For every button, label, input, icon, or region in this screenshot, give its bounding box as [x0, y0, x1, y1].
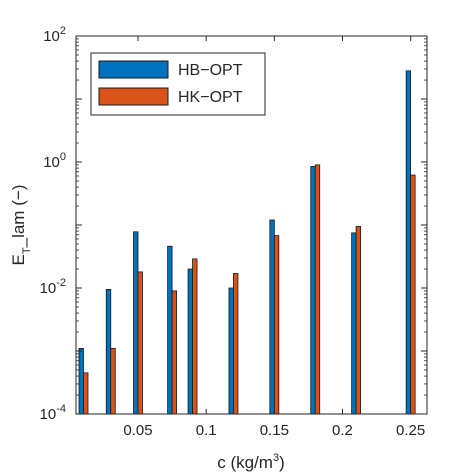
bar-hb-opt-3: [167, 245, 173, 415]
y-tick-label-1: 10-2: [40, 277, 66, 297]
legend-label-hk-opt: HK−OPT: [178, 89, 243, 106]
bar-hb-opt-6: [269, 219, 275, 415]
bar-hk-opt-4: [192, 258, 198, 415]
bar-hb-opt-1: [105, 288, 112, 415]
bar-hk-opt-5: [233, 273, 239, 415]
y-tick-label-2: 100: [43, 151, 66, 171]
x-axis-label: c (kg/m3): [217, 452, 285, 472]
y-tick-label-0: 10-4: [40, 403, 66, 423]
x-tick-label-4: 0.25: [396, 422, 425, 439]
x-tick-label-3: 0.2: [332, 422, 353, 439]
x-tick-label-0: 0.05: [123, 422, 152, 439]
legend-swatch-hb-opt: [98, 60, 169, 79]
bar-hk-opt-1: [110, 347, 116, 415]
bar-hk-opt-2: [137, 271, 143, 415]
legend: HB−OPT HK−OPT: [90, 52, 266, 116]
bar-hk-opt-9: [410, 174, 416, 415]
bar-hk-opt-6: [273, 235, 280, 415]
bar-hk-opt-8: [355, 225, 362, 415]
bar-hb-opt-2: [133, 231, 139, 415]
bar-hk-opt-7: [314, 164, 321, 415]
bar-hk-opt-3: [171, 290, 178, 415]
x-tick-label-1: 0.1: [196, 422, 217, 439]
bar-hb-opt-9: [405, 70, 412, 415]
bar-hb-opt-8: [351, 232, 357, 415]
legend-swatch-hk-opt: [98, 87, 169, 106]
bar-hk-opt-0: [83, 372, 89, 415]
y-axis-label: ET_lam (−): [9, 185, 33, 266]
ticks-layer: 0.05 0.1 0.15 0.2 0.25 10-4 10-2 100 102: [40, 25, 427, 439]
bar-hb-opt-0: [78, 347, 84, 415]
bar-hb-opt-5: [228, 287, 234, 415]
legend-label-hb-opt: HB−OPT: [178, 62, 243, 79]
y-tick-label-3: 102: [43, 25, 66, 45]
bar-hb-opt-4: [187, 268, 193, 415]
x-tick-label-2: 0.15: [260, 422, 289, 439]
bar-hb-opt-7: [310, 166, 316, 415]
